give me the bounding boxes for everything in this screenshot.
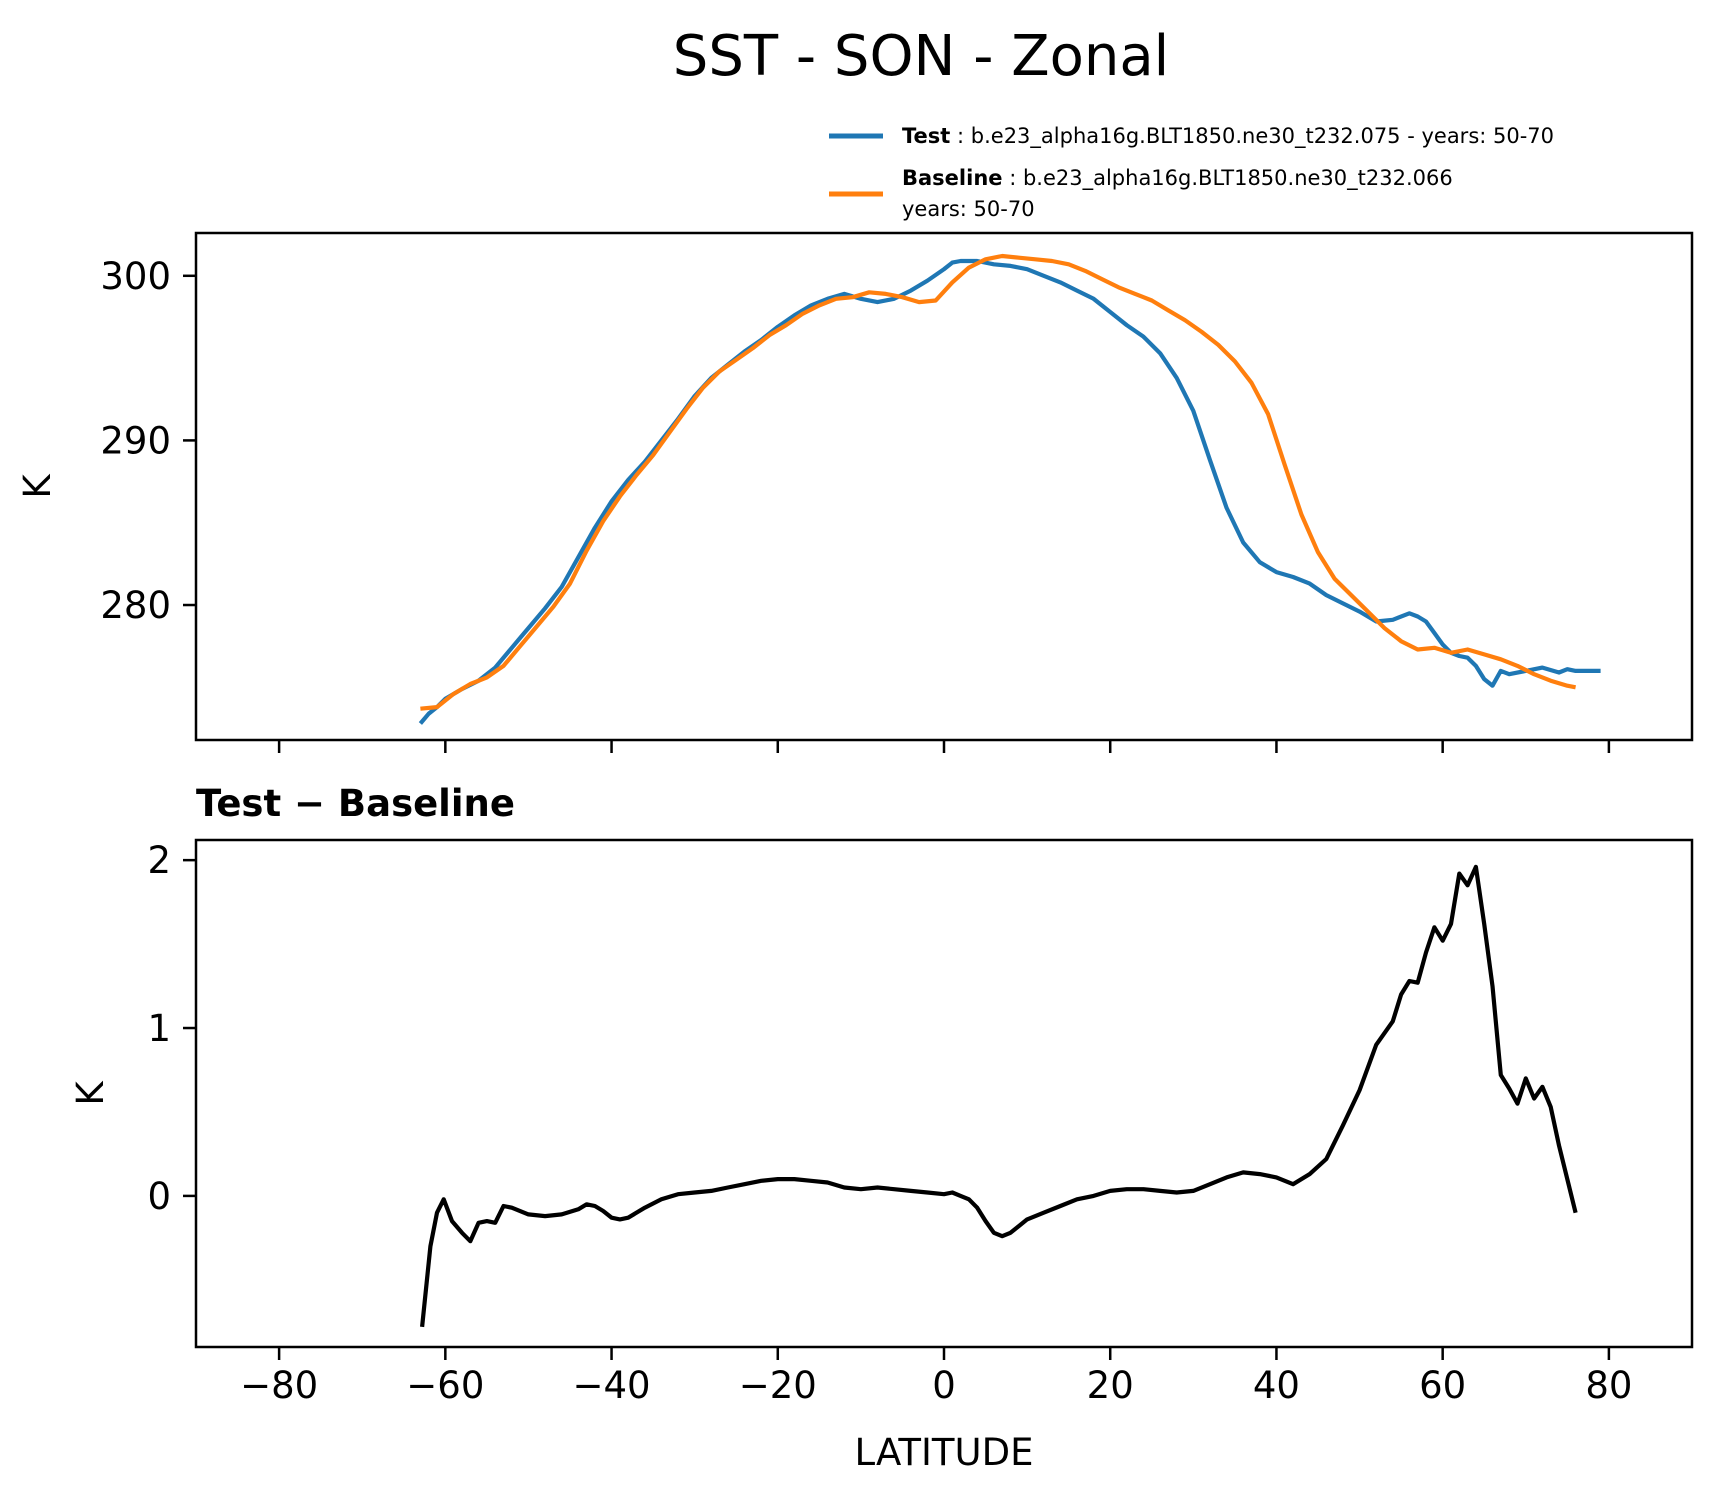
y-tick-label: 1 [147,1007,171,1050]
x-tick-label: 20 [1087,1364,1134,1407]
x-tick-label: −40 [573,1364,651,1407]
y-axis-label: K [16,473,59,499]
y-tick-label: 280 [100,584,171,627]
test-series-line [418,258,1601,725]
legend: Test : b.e23_alpha16g.BLT1850.ne30_t232.… [829,124,1554,221]
difference-series-line [420,864,1578,1328]
y-tick-label: 0 [147,1175,171,1218]
y-tick-label: 2 [147,839,171,882]
legend-label-test-text: b.e23_alpha16g.BLT1850.ne30_t232.075 - y… [971,124,1554,149]
baseline-series-line [420,253,1576,711]
figure-title: SST - SON - Zonal [673,24,1169,89]
axes-frame [194,231,1694,742]
y-axis-label: K [69,1080,112,1106]
x-tick-label: 0 [932,1364,956,1407]
legend-label-test-name: Test [902,124,950,148]
top-panel: 280 290 300 K [16,231,1694,753]
bottom-panel-title: Test − Baseline [196,782,515,825]
legend-label-baseline: Baseline : b.e23_alpha16g.BLT1850.ne30_t… [902,166,1453,191]
legend-label-test: Test : b.e23_alpha16g.BLT1850.ne30_t232.… [902,124,1554,149]
x-tick-label: 40 [1253,1364,1300,1407]
x-tick-label: −60 [406,1364,484,1407]
x-tick-label: 80 [1585,1364,1632,1407]
x-tick-label: 60 [1419,1364,1466,1407]
axes-frame [194,838,1694,1349]
x-axis-label: LATITUDE [855,1431,1034,1474]
bottom-panel: −80 −60 −40 −20 0 20 40 60 80 0 1 2 K LATITUDE [69,838,1694,1474]
legend-label-baseline-line2: years: 50-70 [902,197,1035,221]
y-tick-label: 300 [100,255,171,298]
legend-label-baseline-sep: : [1003,166,1023,190]
legend-label-baseline-text: b.e23_alpha16g.BLT1850.ne30_t232.066 [1023,166,1453,191]
legend-label-baseline-name: Baseline [902,166,1003,190]
x-tick-label: −20 [739,1364,817,1407]
legend-label-test-sep: : [950,124,970,148]
x-tick-label: −80 [240,1364,318,1407]
y-tick-label: 290 [100,419,171,462]
